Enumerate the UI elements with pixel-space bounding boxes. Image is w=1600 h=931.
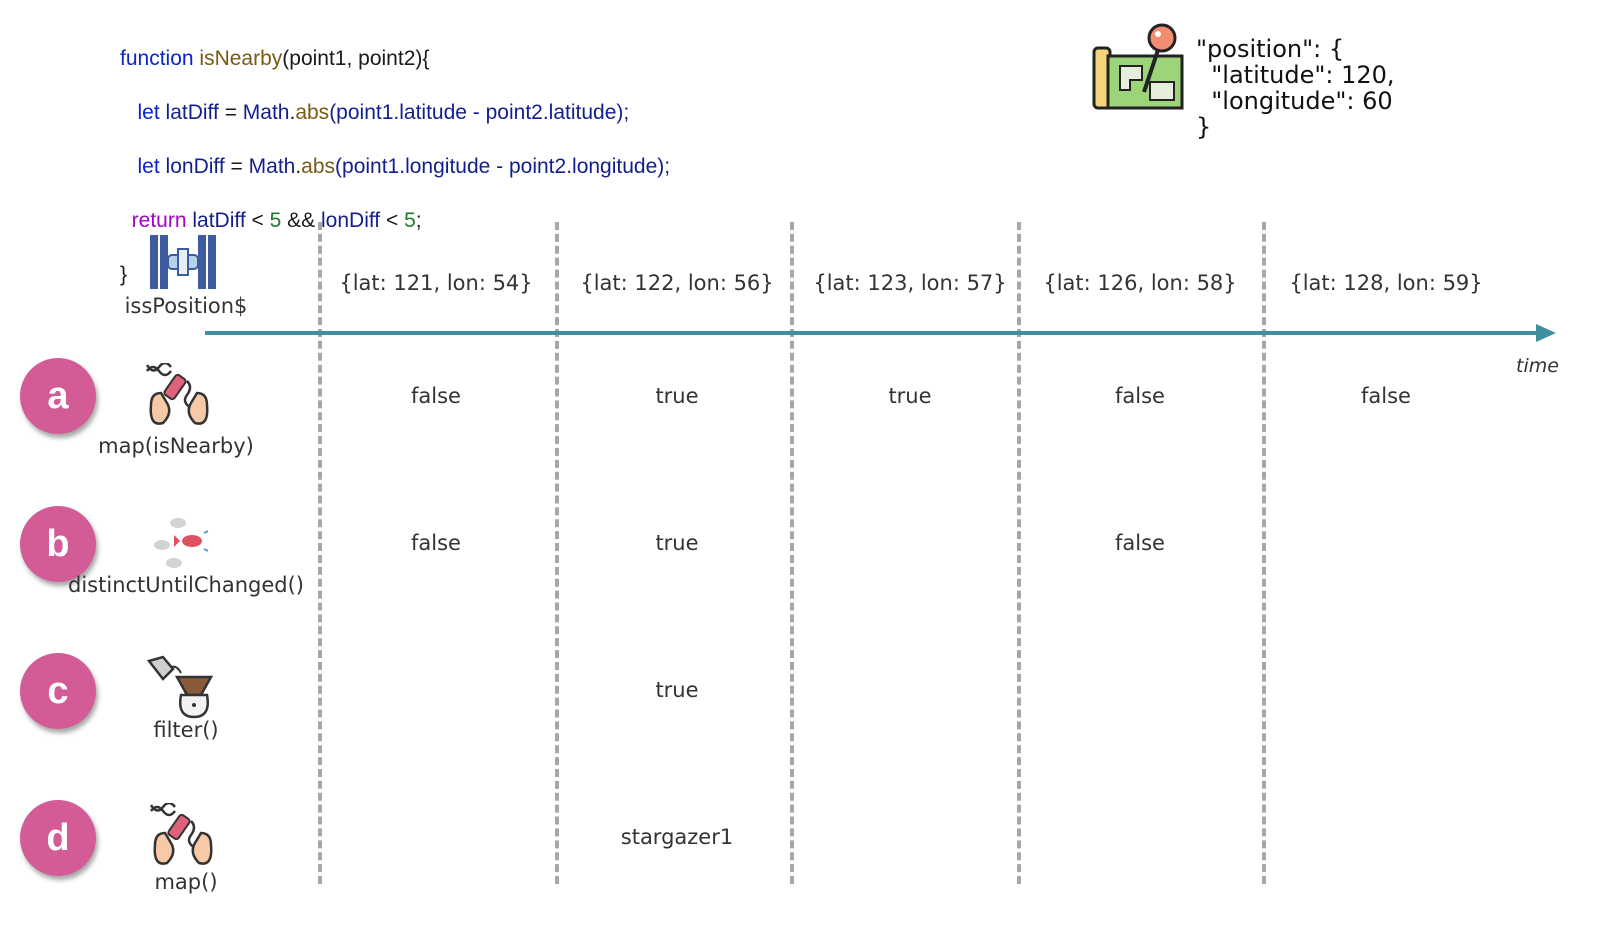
- code-keyword: let: [137, 101, 160, 124]
- row-value: false: [411, 384, 461, 408]
- time-divider: [555, 222, 559, 884]
- stream-value: {lat: 123, lon: 57}: [813, 271, 1007, 295]
- code-text: =: [218, 101, 243, 124]
- row-badge: d: [20, 800, 96, 876]
- time-label: time: [1516, 355, 1559, 377]
- code-line-1: function isNearby(point1, point2){: [120, 45, 670, 72]
- stream-value: {lat: 122, lon: 56}: [580, 271, 774, 295]
- code-ident: Math: [248, 155, 296, 178]
- dna-hands-icon: [149, 803, 213, 865]
- code-text: .: [289, 101, 296, 124]
- code-ident: (point1.latitude - point2.latitude);: [329, 101, 630, 124]
- row-badge: b: [20, 506, 96, 582]
- space-station-icon: [150, 235, 216, 289]
- code-function-name: isNearby: [199, 47, 283, 70]
- code-line-4: return latDiff < 5 && lonDiff < 5;: [120, 207, 670, 234]
- row-value: true: [888, 384, 932, 408]
- row-badge: c: [20, 653, 96, 729]
- row-value: true: [655, 678, 699, 702]
- time-divider: [1262, 222, 1266, 884]
- code-text: =: [224, 155, 249, 178]
- code-keyword: function: [120, 47, 194, 70]
- time-divider: [790, 222, 794, 884]
- position-json-snippet: "position": { "latitude": 120, "longitud…: [1196, 35, 1395, 141]
- code-keyword: let: [137, 155, 160, 178]
- code-ident: lonDiff: [165, 155, 225, 178]
- code-line-2: let latDiff = Math.abs(point1.latitude -…: [120, 99, 670, 126]
- time-divider: [1017, 222, 1021, 884]
- row-value: stargazer1: [620, 825, 734, 849]
- code-function-name: abs: [301, 155, 336, 178]
- stream-label: issPosition$: [124, 294, 248, 318]
- time-axis-arrowhead: [1536, 324, 1556, 342]
- coffee-filter-icon: [146, 655, 214, 719]
- code-keyword: return: [131, 209, 187, 232]
- code-text: <: [245, 209, 270, 232]
- code-function-name: abs: [295, 101, 330, 124]
- code-snippet: function isNearby(point1, point2){ let l…: [120, 18, 670, 315]
- code-text: <: [380, 209, 405, 232]
- code-text: (point1, point2){: [282, 47, 430, 70]
- dna-hands-icon: [145, 363, 209, 425]
- row-value: true: [655, 531, 699, 555]
- time-divider: [318, 222, 322, 884]
- code-text: &&: [281, 209, 321, 232]
- code-ident: latDiff: [192, 209, 246, 232]
- row-value: false: [411, 531, 461, 555]
- code-ident: lonDiff: [321, 209, 381, 232]
- code-text: ;: [415, 209, 422, 232]
- operator-label: map(): [154, 870, 218, 894]
- code-line-5: }: [120, 263, 128, 286]
- stream-value: {lat: 126, lon: 58}: [1043, 271, 1237, 295]
- fish-school-icon: [154, 518, 209, 568]
- code-ident: latDiff: [165, 101, 219, 124]
- row-value: false: [1115, 384, 1165, 408]
- code-number: 5: [269, 209, 282, 232]
- code-ident: (point1.longitude - point2.longitude);: [335, 155, 671, 178]
- operator-label: distinctUntilChanged(): [68, 573, 304, 597]
- map-pin-icon: [1092, 23, 1184, 110]
- stream-value: {lat: 128, lon: 59}: [1289, 271, 1483, 295]
- stream-value: {lat: 121, lon: 54}: [339, 271, 533, 295]
- code-ident: Math: [242, 101, 290, 124]
- operator-label: filter(): [153, 718, 219, 742]
- code-line-3: let lonDiff = Math.abs(point1.longitude …: [120, 153, 671, 180]
- row-value: false: [1361, 384, 1411, 408]
- row-badge: a: [20, 358, 96, 434]
- row-value: false: [1115, 531, 1165, 555]
- code-number: 5: [404, 209, 416, 232]
- operator-label: map(isNearby): [98, 434, 254, 458]
- row-value: true: [655, 384, 699, 408]
- code-text: .: [295, 155, 302, 178]
